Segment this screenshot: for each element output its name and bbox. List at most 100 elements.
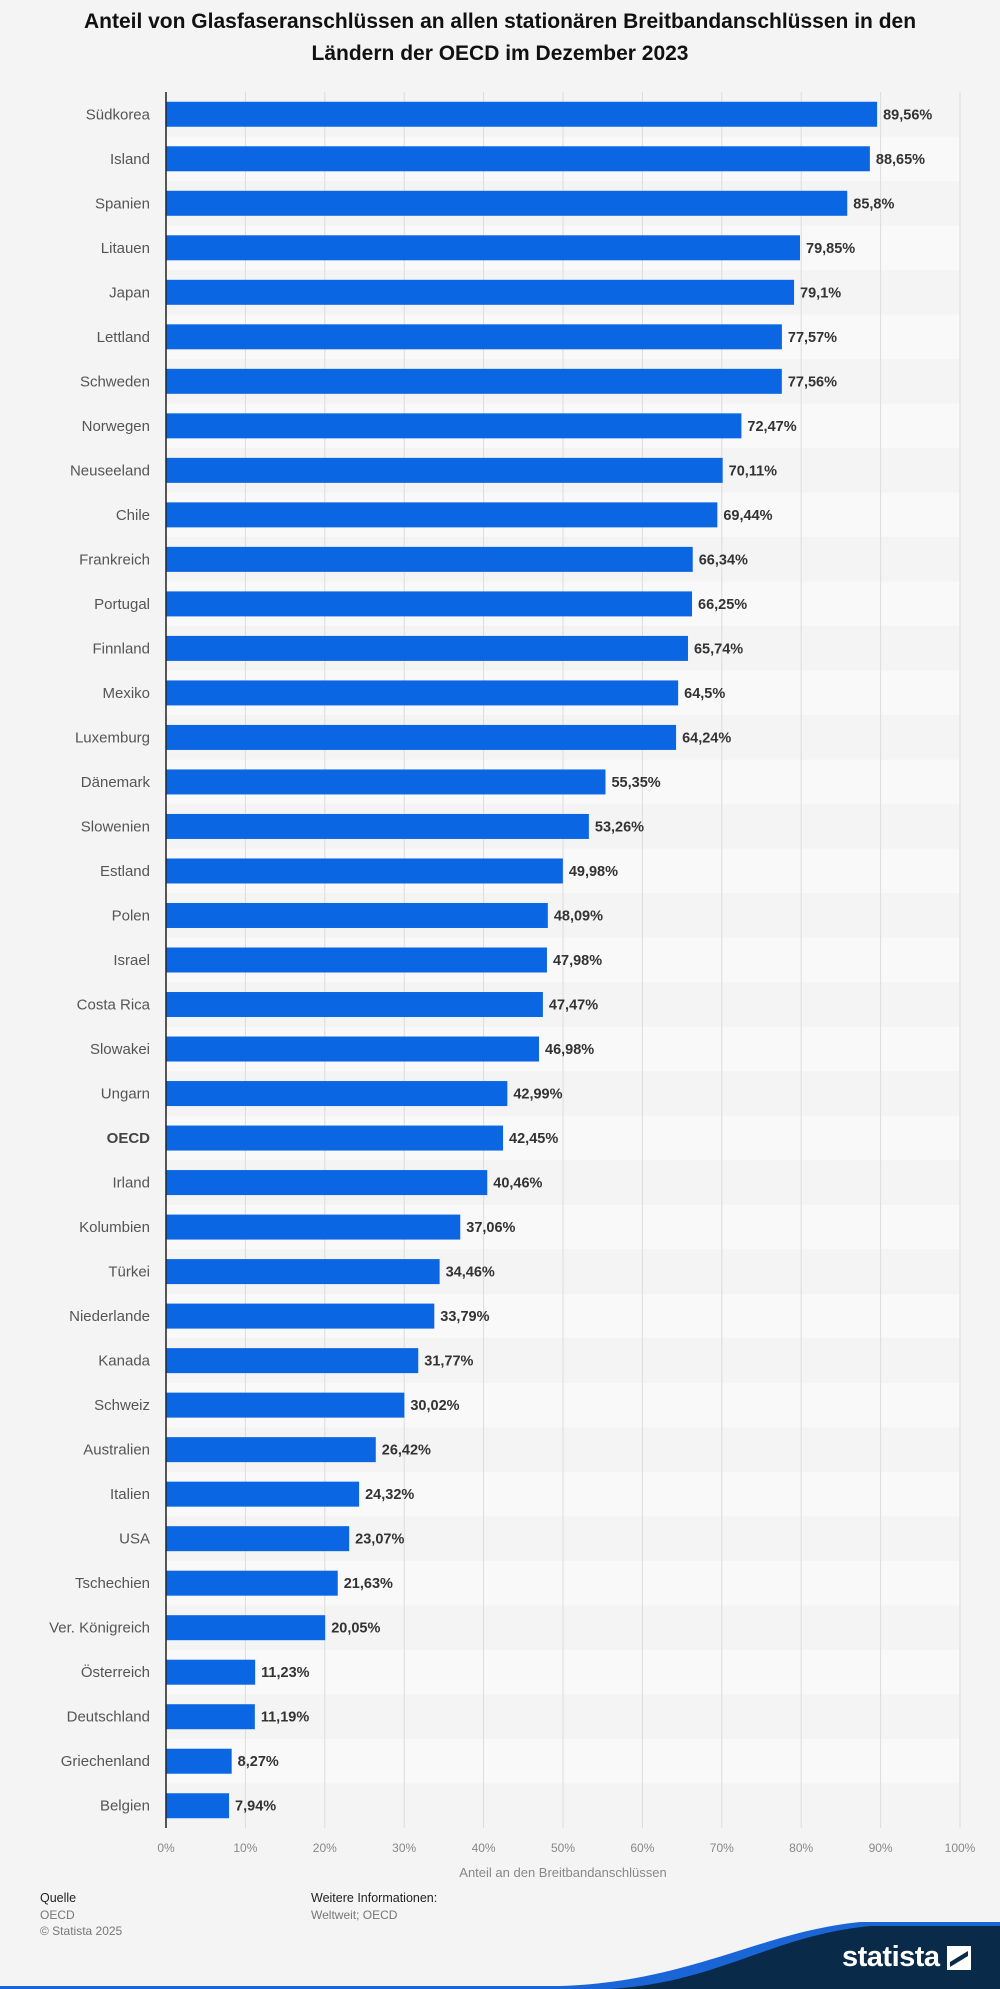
- bar: [166, 635, 688, 661]
- value-label: 20,05%: [331, 1621, 380, 1637]
- value-label: 55,35%: [611, 775, 660, 791]
- bar: [166, 769, 606, 795]
- category-label: Slowenien: [81, 818, 150, 835]
- category-label: Estland: [100, 863, 150, 880]
- value-label: 24,32%: [365, 1487, 414, 1503]
- value-label: 49,98%: [569, 864, 618, 880]
- category-label: Ver. Königreich: [49, 1620, 150, 1637]
- value-label: 42,45%: [509, 1131, 558, 1147]
- bar: [166, 1570, 338, 1596]
- value-label: 77,56%: [788, 374, 837, 390]
- bar: [166, 502, 718, 528]
- value-label: 88,65%: [876, 152, 925, 168]
- bar: [166, 546, 693, 572]
- x-tick-label: 90%: [869, 1841, 893, 1855]
- value-label: 66,25%: [698, 597, 747, 613]
- category-label: Südkorea: [86, 106, 151, 123]
- bar: [166, 1081, 508, 1107]
- category-label: Österreich: [81, 1663, 150, 1681]
- chart-title: Anteil von Glasfaseranschlüssen an allen…: [83, 10, 917, 65]
- value-label: 23,07%: [355, 1532, 404, 1548]
- value-label: 77,57%: [788, 330, 837, 346]
- category-label: Tschechien: [75, 1575, 150, 1592]
- x-tick-label: 30%: [392, 1841, 416, 1855]
- value-label: 85,8%: [853, 196, 894, 212]
- category-label: Island: [110, 151, 150, 168]
- bar: [166, 1303, 435, 1329]
- value-label: 70,11%: [729, 463, 777, 479]
- value-label: 11,23%: [261, 1665, 309, 1681]
- category-label: Chile: [116, 507, 150, 524]
- category-label: Frankreich: [79, 551, 150, 568]
- bar: [166, 1348, 419, 1374]
- bar: [166, 724, 677, 750]
- category-label: Kanada: [98, 1353, 150, 1370]
- bar: [166, 992, 543, 1018]
- statista-logo-icon: [947, 1946, 971, 1970]
- category-label: Irland: [112, 1175, 150, 1192]
- source-label: Quelle: [40, 1891, 77, 1905]
- bar: [166, 1481, 360, 1507]
- value-label: 30,02%: [410, 1398, 459, 1414]
- value-label: 53,26%: [595, 819, 644, 835]
- info-label[interactable]: Weitere Informationen:: [311, 1891, 438, 1905]
- bar: [166, 235, 801, 261]
- bar: [166, 1392, 405, 1418]
- category-label: Polen: [112, 907, 150, 924]
- value-label: 46,98%: [545, 1042, 594, 1058]
- category-label: OECD: [107, 1130, 151, 1147]
- x-tick-label: 10%: [233, 1841, 257, 1855]
- bar: [166, 1036, 540, 1062]
- category-label: Lettland: [97, 329, 150, 346]
- bar: [166, 947, 547, 973]
- value-label: 72,47%: [747, 419, 796, 435]
- value-label: 37,06%: [466, 1220, 515, 1236]
- bar: [166, 1259, 440, 1285]
- category-label: Kolumbien: [79, 1219, 150, 1236]
- category-label: Luxemburg: [75, 729, 150, 746]
- value-label: 47,47%: [549, 998, 598, 1014]
- bar: [166, 680, 679, 706]
- category-label: Slowakei: [90, 1041, 150, 1058]
- bar: [166, 902, 548, 928]
- category-label: Deutschland: [67, 1709, 150, 1726]
- x-tick-label: 100%: [945, 1841, 976, 1855]
- category-label: Türkei: [108, 1264, 150, 1281]
- category-label: Portugal: [94, 596, 150, 613]
- value-label: 34,46%: [446, 1265, 495, 1281]
- bar: [166, 324, 782, 350]
- value-label: 11,19%: [261, 1710, 309, 1726]
- bar: [166, 457, 723, 483]
- value-label: 40,46%: [493, 1176, 542, 1192]
- source-value: OECD: [40, 1908, 75, 1922]
- category-label: USA: [119, 1531, 150, 1548]
- category-label: Italien: [110, 1486, 150, 1503]
- bar: [166, 146, 870, 172]
- x-tick-label: 0%: [157, 1841, 175, 1855]
- category-label: Norwegen: [82, 418, 150, 435]
- bar: [166, 1125, 504, 1151]
- value-label: 47,98%: [553, 953, 602, 969]
- bar: [166, 1214, 461, 1240]
- bar: [166, 1748, 232, 1774]
- value-label: 8,27%: [238, 1754, 279, 1770]
- bar: [166, 1793, 230, 1819]
- category-label: Neuseeland: [70, 462, 150, 479]
- category-label: Israel: [113, 952, 150, 969]
- category-label: Schweden: [80, 373, 150, 390]
- x-tick-label: 50%: [551, 1841, 575, 1855]
- statista-logo[interactable]: statista: [842, 1941, 940, 1973]
- value-label: 64,24%: [682, 730, 731, 746]
- x-tick-label: 20%: [313, 1841, 337, 1855]
- category-label: Ungarn: [101, 1086, 150, 1103]
- value-label: 42,99%: [513, 1087, 562, 1103]
- value-label: 69,44%: [723, 508, 772, 524]
- category-label: Japan: [109, 284, 150, 301]
- bar: [166, 101, 878, 127]
- category-label: Niederlande: [69, 1308, 150, 1325]
- bar: [166, 1526, 350, 1552]
- bar: [166, 1659, 256, 1685]
- value-label: 7,94%: [235, 1799, 276, 1815]
- category-label: Dänemark: [81, 774, 151, 791]
- brand-wave-decoration: [0, 1922, 1000, 1989]
